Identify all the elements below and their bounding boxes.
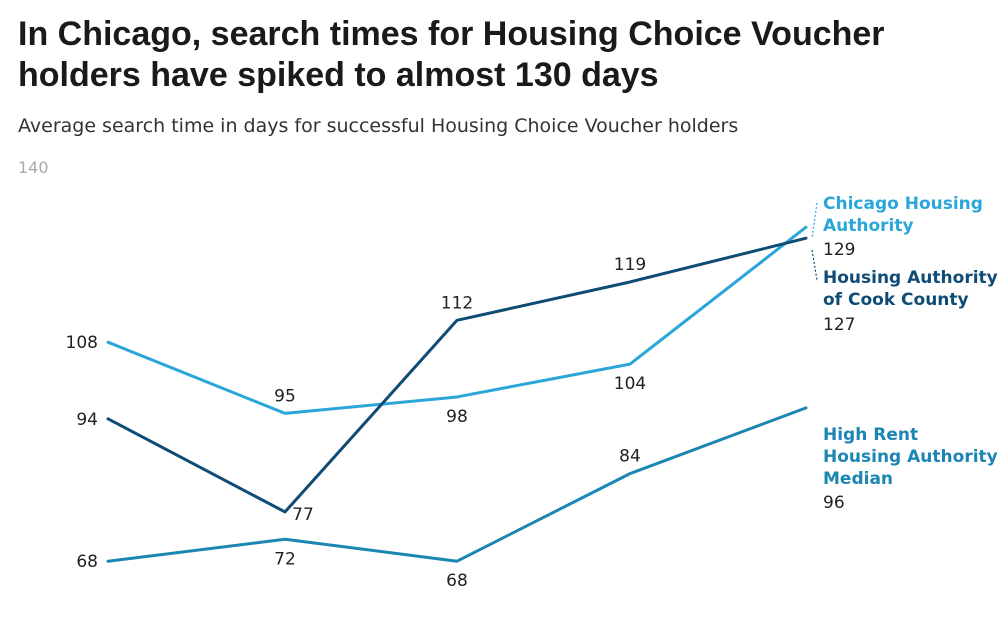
series-end-value: 96 — [823, 493, 845, 513]
data-label: 68 — [76, 552, 98, 572]
series-name-label: High Rent Housing Authority Median — [823, 425, 998, 489]
chart-subtitle: Average search time in days for successf… — [18, 115, 739, 137]
series-end-value: 127 — [823, 315, 855, 335]
series-line — [106, 236, 808, 514]
series-end-value: 129 — [823, 240, 855, 260]
data-label: 84 — [619, 447, 641, 467]
data-label: 104 — [614, 374, 646, 394]
series-name-label: Housing Authority of Cook County — [823, 268, 998, 310]
data-label: 119 — [614, 255, 646, 275]
series-line — [106, 225, 808, 415]
series-name-label: Chicago Housing Authority — [823, 194, 983, 236]
y-tick-label: 140 — [18, 158, 49, 177]
leader-line — [811, 249, 818, 281]
leader-line — [811, 202, 818, 239]
data-label: 68 — [446, 571, 468, 591]
data-label: 98 — [446, 407, 468, 427]
data-label: 108 — [66, 333, 98, 353]
data-label: 72 — [274, 549, 296, 569]
chart-title: In Chicago, search times for Housing Cho… — [18, 15, 885, 94]
data-label: 94 — [76, 410, 98, 430]
series-line — [106, 406, 808, 563]
data-label: 112 — [441, 293, 473, 313]
data-label: 95 — [274, 386, 296, 406]
data-label: 77 — [292, 505, 314, 525]
